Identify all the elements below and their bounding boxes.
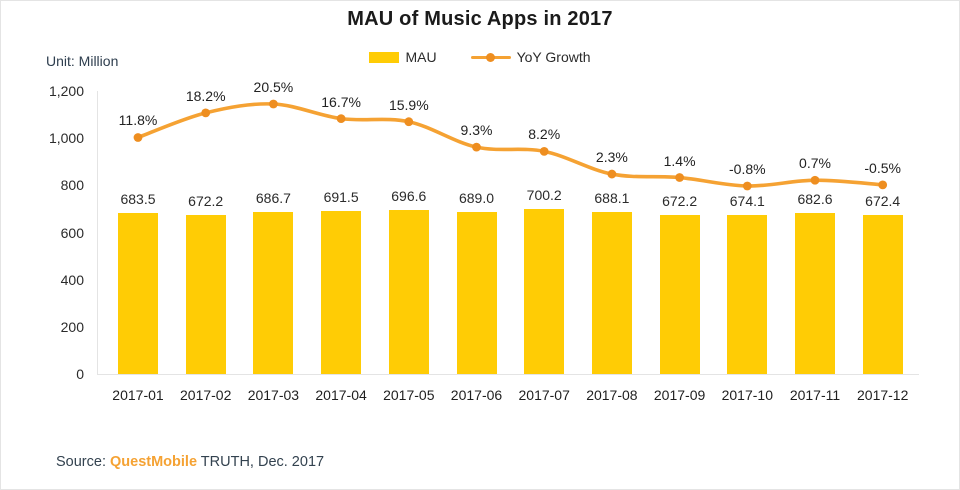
x-axis-tick-label: 2017-11: [789, 387, 841, 403]
yoy-growth-point: [201, 108, 211, 118]
bar-value-label: 682.6: [797, 191, 833, 208]
legend-item-yoy-growth: YoY Growth: [470, 49, 591, 65]
yoy-growth-label: 8.2%: [528, 126, 561, 143]
chart-title: MAU of Music Apps in 2017: [347, 8, 613, 30]
bar-value-label: 686.7: [255, 190, 291, 207]
x-axis-tick-label: 2017-05: [383, 387, 435, 403]
x-axis-tick-label: 2017-06: [450, 387, 503, 403]
yoy-growth-point: [404, 117, 414, 127]
bar: [321, 210, 362, 374]
y-axis-tick-label: 400: [60, 271, 84, 288]
bar-value-label: 672.2: [662, 193, 698, 210]
yoy-growth-point: [133, 133, 143, 142]
x-axis-tick-label: 2017-01: [112, 387, 164, 403]
bar: [456, 211, 497, 374]
source-brand: QuestMobile: [110, 454, 198, 470]
yoy-growth-label: 16.7%: [321, 93, 361, 110]
y-axis-tick-label: 1,000: [48, 130, 84, 147]
bar: [795, 213, 835, 374]
yoy-growth-label: 18.2%: [185, 87, 226, 104]
yoy-growth-label: 2.3%: [595, 149, 628, 166]
bar: [524, 208, 565, 374]
bar: [185, 215, 226, 374]
x-axis-tick-label: 2017-10: [721, 387, 773, 403]
y-axis-tick-label: 200: [60, 318, 84, 335]
legend-item-mau: MAU: [369, 49, 437, 65]
bar: [591, 211, 632, 374]
unit-label: Unit: Million: [46, 53, 119, 69]
bar-value-label: 700.2: [526, 186, 562, 203]
bar-value-label: 683.5: [120, 190, 156, 207]
source-suffix: TRUTH, Dec. 2017: [197, 454, 325, 470]
x-axis-tick-label: 2017-12: [856, 387, 909, 403]
bar-value-label: 672.4: [865, 193, 901, 210]
yoy-growth-label: 20.5%: [253, 79, 294, 95]
x-axis-tick-label: 2017-09: [653, 387, 706, 403]
yoy-growth-label: 0.7%: [799, 155, 831, 172]
yoy-growth-point: [810, 175, 820, 185]
yoy-growth-point: [472, 142, 481, 152]
y-axis-tick-label: 1,200: [48, 83, 84, 99]
yoy-growth-point: [607, 169, 617, 179]
x-axis-tick-label: 2017-08: [586, 387, 638, 403]
bar: [388, 209, 429, 374]
bar-value-label: 696.6: [391, 187, 427, 204]
yoy-growth-label: 15.9%: [388, 96, 429, 113]
bar-value-label: 691.5: [323, 188, 359, 205]
x-axis-tick-label: 2017-02: [179, 387, 232, 403]
yoy-line-swatch-icon: [470, 52, 511, 63]
legend: MAU YoY Growth: [1, 49, 959, 65]
x-axis-tick-label: 2017-03: [247, 387, 300, 403]
yoy-growth-point: [878, 180, 888, 190]
mau-bar-swatch-icon: [369, 51, 400, 63]
y-axis-tick-label: 600: [60, 224, 84, 241]
bar: [118, 212, 158, 374]
bar: [659, 215, 700, 374]
yoy-growth-point: [675, 173, 684, 182]
bar-value-label: 672.2: [188, 193, 224, 210]
bar-value-label: 688.1: [594, 189, 630, 206]
bar-value-label: 689.0: [458, 189, 495, 206]
bar: [727, 215, 768, 374]
y-axis-tick-label: 0: [76, 366, 84, 382]
bar: [862, 215, 903, 374]
x-axis-line: [97, 374, 919, 375]
y-axis-tick-label: 800: [60, 177, 84, 194]
legend-label-yoy-growth: YoY Growth: [516, 49, 591, 65]
yoy-growth-label: -0.5%: [864, 159, 901, 176]
yoy-growth-point: [539, 146, 549, 156]
bar: [253, 212, 294, 374]
x-axis-tick-label: 2017-04: [315, 387, 367, 403]
legend-label-mau: MAU: [405, 49, 437, 65]
yoy-growth-point: [742, 181, 752, 191]
yoy-growth-label: -0.8%: [729, 161, 766, 177]
source-prefix: Source:: [56, 454, 110, 470]
y-axis-line: [97, 91, 98, 375]
yoy-growth-label: 1.4%: [663, 152, 696, 169]
yoy-growth-label: 11.8%: [118, 112, 158, 129]
yoy-growth-point: [336, 114, 346, 124]
x-axis-tick-label: 2017-07: [518, 387, 570, 403]
yoy-growth-point: [269, 99, 278, 109]
bar-value-label: 674.1: [729, 193, 765, 210]
yoy-growth-label: 9.3%: [460, 122, 493, 139]
source-note: Source: QuestMobile TRUTH, Dec. 2017: [56, 454, 324, 470]
